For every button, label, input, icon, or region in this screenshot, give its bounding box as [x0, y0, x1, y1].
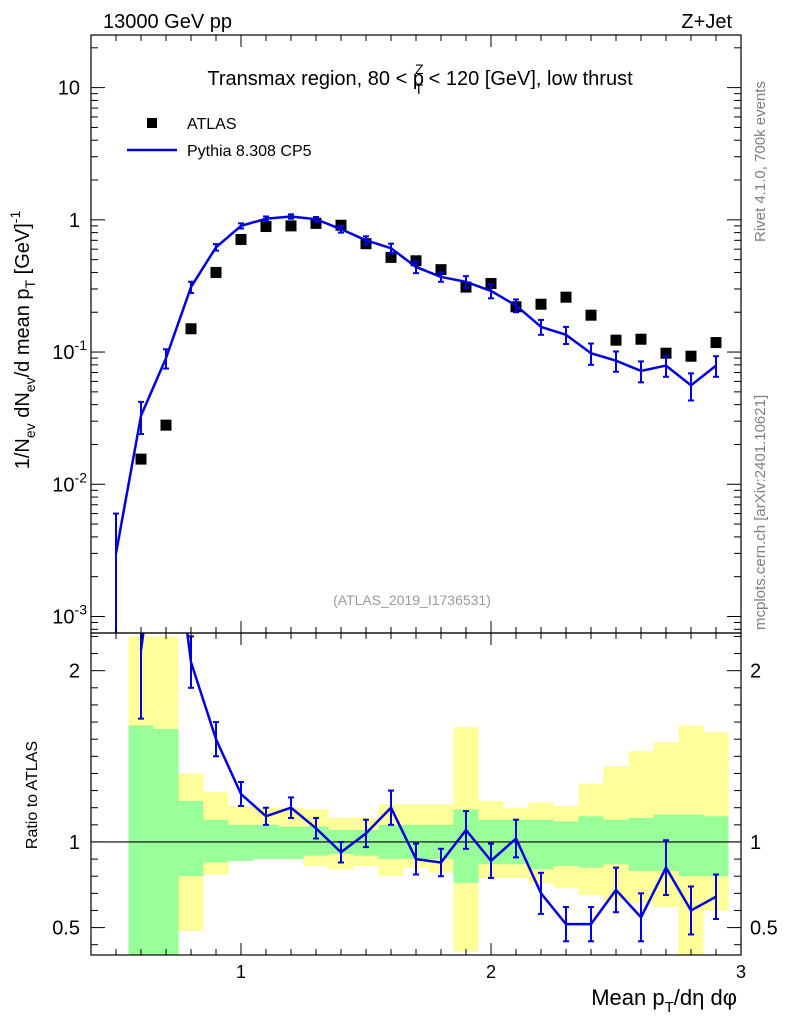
ratio-band-stat-22 — [678, 814, 704, 877]
ratio-y-tick-label-left: 2 — [69, 661, 80, 683]
atlas-point — [635, 333, 647, 345]
reference-label: (ATLAS_2019_I1736531) — [333, 592, 491, 608]
ratio-band-stat-4 — [228, 824, 254, 861]
ratio-band-stat-17 — [553, 821, 579, 866]
x-tick-label: 2 — [486, 962, 496, 982]
ratio-y-tick-label-right: 1 — [750, 832, 761, 854]
atlas-point — [435, 264, 447, 276]
x-tick-label: 3 — [736, 962, 746, 982]
atlas-point — [560, 291, 572, 303]
atlas-point — [210, 266, 222, 278]
x-axis-label: Mean pT/dη dφ — [591, 985, 737, 1016]
y-tick-label: 10-3 — [52, 601, 87, 628]
legend-atlas-label: ATLAS — [187, 116, 237, 133]
atlas-point — [235, 233, 247, 245]
ratio-series — [91, 633, 741, 943]
y-axis-label-ratio: Ratio to ATLAS — [24, 741, 41, 849]
ratio-y-tick-label-left: 0.5 — [52, 918, 80, 940]
axes: 1 2 3 10 1 10-1 10-2 10-3 0.5 0.5 1 1 2 2 — [52, 34, 778, 982]
ratio-y-tick-label-right: 2 — [750, 661, 761, 683]
ratio-band-stat-3 — [203, 819, 229, 863]
atlas-point — [310, 217, 322, 229]
ratio-band-stat-23 — [703, 816, 729, 877]
ratio-band-stat-6 — [278, 826, 304, 860]
y-axis-label-main: 1/Nev dNev/d mean pT [GeV]-1 — [7, 211, 38, 470]
ratio-line — [139, 633, 717, 926]
atlas-point — [535, 298, 547, 310]
chart-title: Transmax region, 80 < pZ T < 120 [GeV], l… — [207, 61, 633, 97]
atlas-point — [660, 347, 672, 359]
atlas-point — [160, 419, 172, 431]
ratio-y-tick-label-right: 0.5 — [750, 918, 778, 940]
legend-atlas-marker — [147, 118, 157, 128]
atlas-point — [285, 220, 297, 232]
y-tick-label: 10-2 — [52, 469, 87, 496]
atlas-point — [385, 251, 397, 263]
atlas-point — [610, 334, 622, 346]
y-tick-label: 1 — [69, 210, 80, 232]
atlas-point — [685, 350, 697, 362]
atlas-point — [260, 221, 272, 233]
main-series — [113, 213, 722, 633]
y-tick-label: 10-1 — [52, 337, 87, 364]
ratio-uncertainty-bands — [128, 636, 729, 955]
atlas-point — [585, 309, 597, 321]
header-right: Z+Jet — [681, 11, 732, 33]
ratio-band-stat-20 — [628, 817, 654, 872]
header-left: 13000 GeV pp — [103, 11, 232, 33]
ratio-y-tick-label-left: 1 — [69, 832, 80, 854]
legend-pythia-label: Pythia 8.308 CP5 — [187, 143, 312, 160]
y-tick-label: 10 — [58, 78, 80, 100]
atlas-point — [710, 337, 722, 349]
x-tick-label: 1 — [236, 962, 246, 982]
ratio-band-stat-2 — [178, 800, 204, 877]
ratio-band-stat-16 — [528, 819, 554, 870]
side-text-bottom: mcplots.cern.ch [arXiv:2401.10621] — [752, 395, 769, 630]
atlas-point — [135, 453, 147, 465]
legend: ATLAS Pythia 8.308 CP5 — [127, 116, 312, 160]
side-text-top: Rivet 4.1.0, 700k events — [752, 81, 769, 242]
atlas-point — [185, 323, 197, 335]
ratio-band-stat-0 — [128, 725, 154, 955]
ratio-band-stat-1 — [153, 728, 179, 955]
